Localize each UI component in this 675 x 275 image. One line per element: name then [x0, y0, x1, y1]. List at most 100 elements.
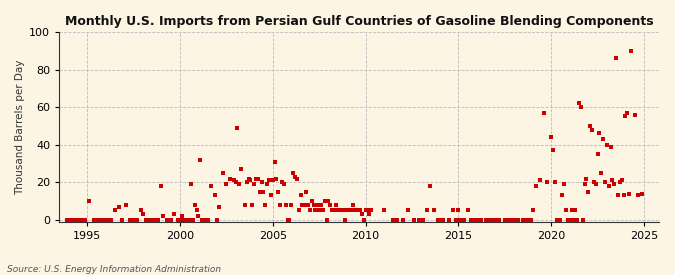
Point	[230, 180, 241, 185]
Point	[620, 114, 631, 119]
Point	[269, 160, 280, 164]
Point	[329, 208, 340, 213]
Point	[564, 218, 575, 222]
Point	[596, 171, 607, 175]
Point	[549, 180, 560, 185]
Point	[345, 208, 356, 213]
Point	[433, 218, 443, 222]
Point	[304, 208, 315, 213]
Point	[277, 180, 288, 185]
Point	[626, 48, 637, 53]
Point	[263, 178, 274, 183]
Point	[124, 218, 135, 222]
Point	[414, 218, 425, 222]
Point	[585, 124, 595, 128]
Point	[97, 218, 107, 222]
Point	[173, 218, 184, 222]
Point	[254, 189, 265, 194]
Point	[379, 208, 389, 213]
Point	[507, 218, 518, 222]
Point	[217, 171, 228, 175]
Point	[366, 208, 377, 213]
Point	[490, 218, 501, 222]
Point	[512, 218, 523, 222]
Point	[546, 135, 557, 139]
Point	[109, 208, 120, 213]
Point	[570, 208, 580, 213]
Point	[503, 218, 514, 222]
Point	[128, 218, 139, 222]
Point	[470, 218, 481, 222]
Point	[542, 180, 553, 185]
Point	[500, 218, 510, 222]
Point	[196, 218, 207, 222]
Point	[284, 218, 295, 222]
Point	[236, 167, 246, 171]
Point	[475, 218, 486, 222]
Point	[589, 180, 599, 185]
Point	[265, 193, 276, 198]
Point	[232, 126, 243, 130]
Point	[76, 218, 87, 222]
Point	[340, 218, 350, 222]
Point	[302, 203, 313, 207]
Point	[252, 176, 263, 181]
Point	[202, 218, 213, 222]
Point	[292, 176, 302, 181]
Point	[312, 203, 323, 207]
Point	[605, 144, 616, 149]
Point	[330, 203, 341, 207]
Point	[555, 218, 566, 222]
Point	[629, 112, 640, 117]
Point	[601, 142, 612, 147]
Point	[525, 218, 536, 222]
Point	[188, 218, 198, 222]
Point	[317, 208, 328, 213]
Point	[614, 180, 625, 185]
Point	[336, 208, 347, 213]
Point	[61, 218, 72, 222]
Point	[360, 208, 371, 213]
Point	[80, 218, 90, 222]
Point	[260, 203, 271, 207]
Point	[559, 182, 570, 186]
Point	[527, 208, 538, 213]
Point	[65, 218, 76, 222]
Point	[551, 218, 562, 222]
Point	[176, 214, 187, 218]
Point	[611, 56, 622, 60]
Point	[132, 218, 142, 222]
Point	[607, 178, 618, 183]
Point	[425, 184, 436, 188]
Point	[466, 218, 477, 222]
Point	[388, 218, 399, 222]
Point	[566, 208, 577, 213]
Point	[347, 203, 358, 207]
Point	[308, 203, 319, 207]
Point	[451, 218, 462, 222]
Point	[136, 208, 146, 213]
Point	[509, 218, 520, 222]
Point	[408, 218, 419, 222]
Point	[152, 218, 163, 222]
Point	[184, 218, 194, 222]
Point	[518, 218, 529, 222]
Point	[581, 176, 592, 181]
Point	[488, 218, 499, 222]
Point	[314, 208, 325, 213]
Point	[195, 158, 206, 162]
Point	[323, 199, 333, 203]
Point	[613, 193, 624, 198]
Point	[256, 180, 267, 185]
Point	[178, 218, 189, 222]
Point	[561, 208, 572, 213]
Point	[297, 203, 308, 207]
Point	[248, 182, 259, 186]
Point	[429, 208, 439, 213]
Point	[592, 152, 603, 156]
Point	[332, 208, 343, 213]
Point	[211, 218, 222, 222]
Point	[299, 203, 310, 207]
Point	[156, 184, 167, 188]
Point	[572, 218, 583, 222]
